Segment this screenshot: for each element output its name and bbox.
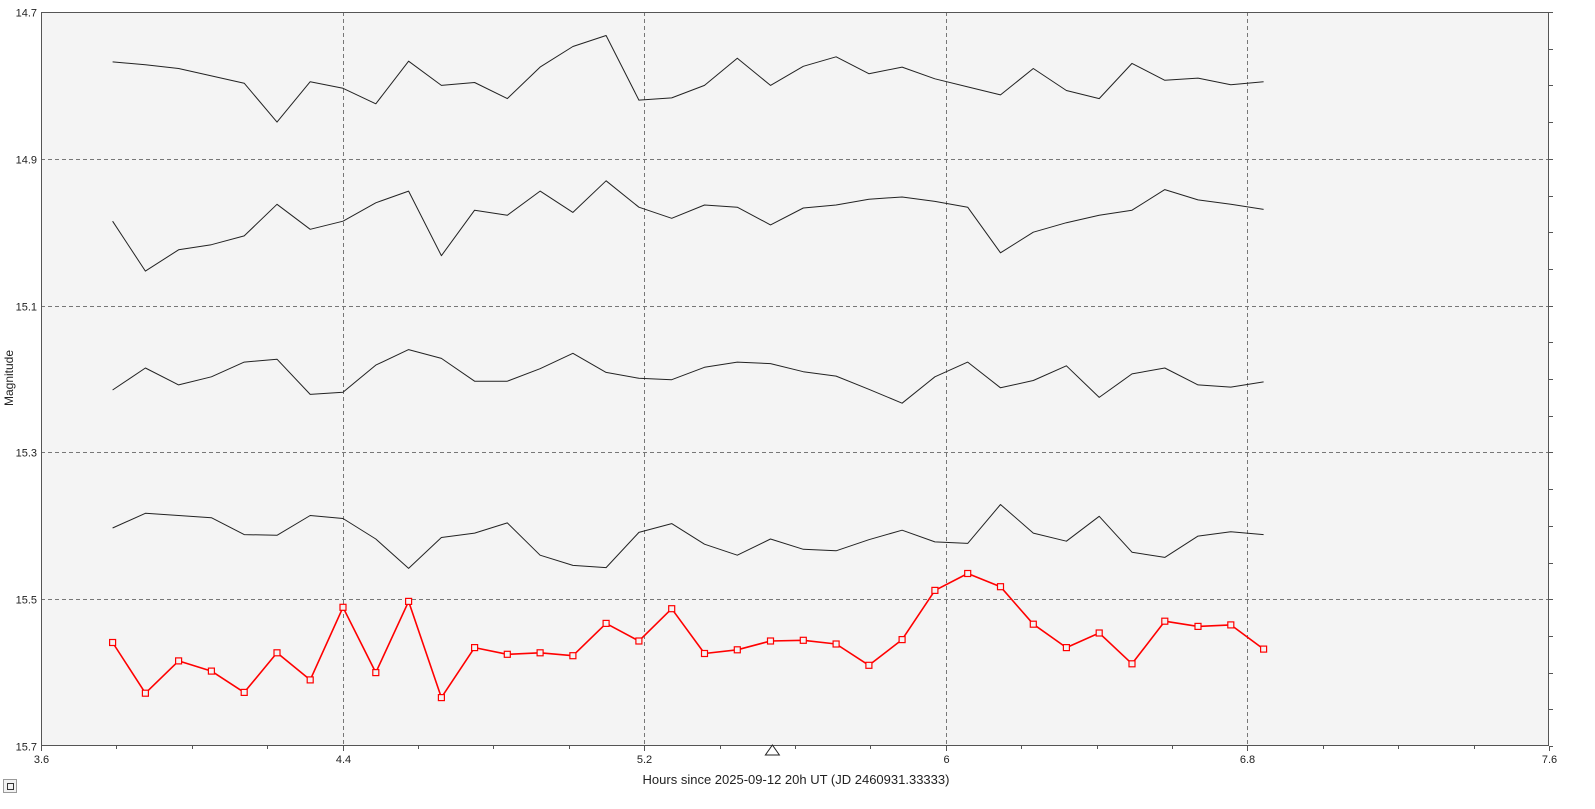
x-tick-label: 5.2	[637, 754, 652, 766]
data-point	[306, 676, 314, 684]
data-point	[766, 637, 775, 645]
y-tick-label: 15.1	[16, 302, 37, 314]
data-point	[1161, 617, 1169, 625]
options-toggle-button[interactable]	[3, 779, 17, 793]
series-line-5	[111, 572, 1265, 699]
time-marker-icon[interactable]	[764, 744, 781, 756]
series-line-3	[112, 349, 1264, 404]
y-tick-label: 14.9	[16, 155, 37, 167]
data-point	[1095, 629, 1103, 637]
series-line-1	[112, 35, 1264, 123]
data-point	[240, 688, 248, 697]
data-point	[799, 636, 807, 644]
time-marker	[764, 744, 781, 756]
series-line-4	[112, 504, 1264, 569]
data-point	[931, 586, 939, 595]
x-axis-label: Hours since 2025-09-12 20h UT (JD 246093…	[643, 772, 950, 787]
data-point	[602, 619, 610, 628]
data-point	[996, 583, 1005, 591]
data-point	[668, 605, 676, 613]
data-point	[1227, 621, 1235, 629]
data-point	[471, 643, 479, 652]
y-tick-label: 15.5	[16, 595, 37, 607]
data-point	[1029, 620, 1037, 628]
y-tick-label: 15.3	[16, 448, 37, 460]
data-point	[175, 657, 183, 665]
data-point	[339, 603, 347, 611]
series-line-2	[112, 180, 1264, 272]
y-tick-label: 15.7	[16, 742, 37, 754]
data-point	[141, 689, 149, 697]
y-tick-label: 14.7	[16, 8, 37, 20]
x-tick-label: 6	[943, 754, 949, 766]
data-point	[1128, 660, 1136, 668]
data-point	[898, 635, 906, 644]
data-point	[437, 693, 445, 702]
data-point	[1194, 622, 1202, 631]
x-tick-label: 7.6	[1542, 754, 1557, 766]
data-point	[569, 652, 577, 660]
data-point	[1062, 643, 1071, 652]
data-point	[700, 649, 709, 658]
data-point	[536, 649, 544, 657]
data-point	[733, 646, 741, 654]
data-point	[635, 637, 643, 645]
data-point	[372, 668, 380, 677]
series-layer	[108, 35, 1268, 702]
data-point	[865, 661, 873, 669]
x-tick-label: 6.8	[1240, 754, 1255, 766]
y-axis-label: Magnitude	[2, 350, 16, 406]
data-point	[832, 640, 840, 648]
data-point	[964, 569, 972, 578]
data-point	[273, 649, 281, 657]
data-point	[1259, 645, 1268, 653]
x-tick-label: 3.6	[34, 754, 49, 766]
x-tick-label: 4.4	[336, 754, 351, 766]
grid-lines	[41, 12, 1549, 746]
data-point	[207, 667, 215, 675]
plot-border	[41, 12, 1549, 746]
data-point	[405, 597, 413, 606]
data-point	[108, 638, 117, 647]
plot-area	[41, 12, 1549, 746]
axis-ticks: 3.6 4.4 5.2 6 6.8 7.6 14.7 14.9 15.1 15.3 15.5 15.7	[16, 8, 1558, 767]
data-point	[503, 650, 511, 658]
window-top-strip	[0, 0, 1595, 6]
